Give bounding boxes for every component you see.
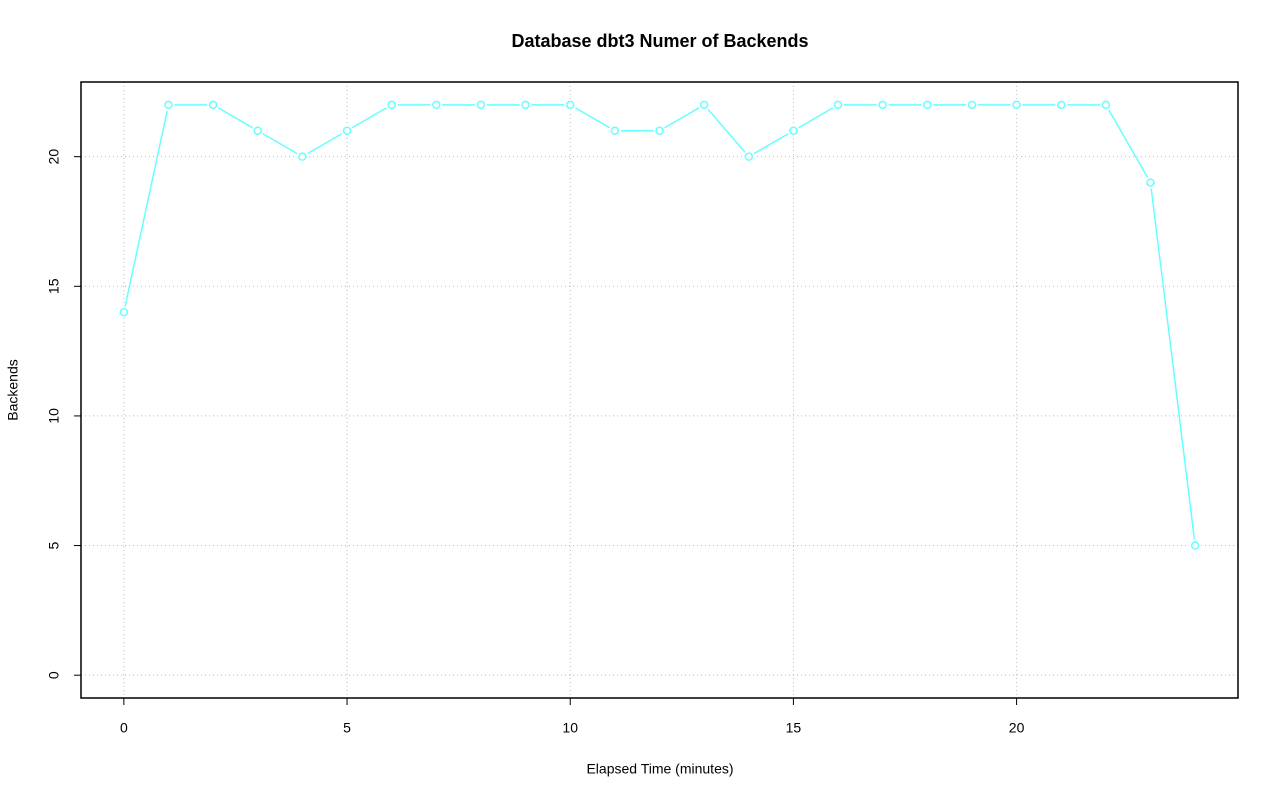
point-marker bbox=[387, 100, 396, 110]
point-marker bbox=[878, 100, 887, 110]
point-marker bbox=[521, 100, 530, 110]
point-marker bbox=[1056, 100, 1066, 110]
x-tick-label: 15 bbox=[786, 720, 802, 736]
chart-title: Database dbt3 Numer of Backends bbox=[511, 31, 808, 51]
y-tick-label: 10 bbox=[46, 408, 62, 424]
point-marker bbox=[744, 152, 754, 161]
point-marker bbox=[119, 307, 129, 317]
x-axis-label: Elapsed Time (minutes) bbox=[586, 761, 733, 777]
x-tick-label: 5 bbox=[343, 720, 351, 736]
x-tick-label: 0 bbox=[120, 720, 128, 736]
point-marker bbox=[967, 100, 977, 110]
point-marker bbox=[253, 126, 263, 135]
y-tick-label: 5 bbox=[46, 541, 62, 549]
point-marker bbox=[1190, 541, 1200, 550]
x-tick-label: 10 bbox=[562, 720, 578, 736]
point-marker bbox=[476, 100, 486, 110]
point-marker bbox=[298, 152, 307, 161]
point-marker bbox=[699, 100, 709, 110]
y-tick-label: 15 bbox=[46, 278, 62, 294]
y-tick-label: 20 bbox=[46, 149, 62, 165]
point-marker bbox=[432, 100, 441, 110]
point-marker bbox=[1012, 100, 1021, 110]
point-marker bbox=[1146, 178, 1155, 187]
point-marker bbox=[208, 100, 218, 110]
x-tick-label: 20 bbox=[1009, 720, 1025, 736]
point-marker bbox=[923, 100, 932, 110]
point-marker bbox=[610, 126, 620, 135]
point-marker bbox=[655, 126, 664, 135]
point-marker bbox=[164, 100, 173, 110]
plot-frame bbox=[80, 81, 1239, 699]
point-marker bbox=[1101, 100, 1111, 110]
point-marker bbox=[833, 100, 843, 110]
point-marker bbox=[565, 100, 575, 110]
point-marker bbox=[342, 126, 352, 135]
series-line bbox=[123, 103, 1196, 546]
point-marker bbox=[789, 126, 798, 135]
y-axis-label: Backends bbox=[5, 359, 21, 420]
y-tick-label: 0 bbox=[46, 671, 62, 679]
